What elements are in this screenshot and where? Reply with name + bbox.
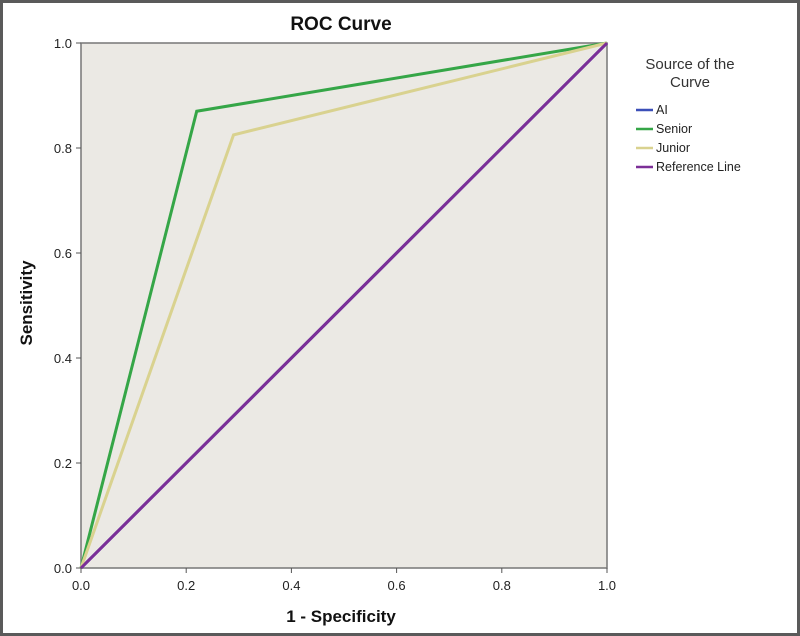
y-tick-label: 0.0 xyxy=(54,561,72,576)
y-tick-label: 0.8 xyxy=(54,141,72,156)
series-line-senior xyxy=(79,41,608,569)
y-tick-label: 0.6 xyxy=(54,246,72,261)
x-tick-label: 0.6 xyxy=(388,578,406,593)
legend-title-line-2: Curve xyxy=(670,74,710,91)
chart-title: ROC Curve xyxy=(290,14,391,35)
legend-label: Junior xyxy=(656,141,690,155)
series-layer xyxy=(79,41,609,570)
x-tick-label: 0.0 xyxy=(72,578,90,593)
x-tick-label: 0.4 xyxy=(282,578,300,593)
y-tick-label: 0.2 xyxy=(54,456,72,471)
x-tick-label: 0.8 xyxy=(493,578,511,593)
legend-title-line-1: Source of the xyxy=(645,56,734,73)
y-tick-label: 1.0 xyxy=(54,36,72,51)
x-axis-label: 1 - Specificity xyxy=(286,607,396,626)
x-tick-label: 1.0 xyxy=(598,578,616,593)
x-tick-label: 0.2 xyxy=(177,578,195,593)
y-tick-label: 0.4 xyxy=(54,351,72,366)
series-line-junior xyxy=(79,41,608,569)
y-axis-label: Sensitivity xyxy=(17,260,36,346)
legend-label: Reference Line xyxy=(656,160,741,174)
legend-label: Senior xyxy=(656,122,692,136)
series-line-reference-line xyxy=(79,41,609,570)
legend-items: AI Senior Junior Reference Line xyxy=(636,103,741,174)
legend: Source of the Curve AI Senior Junior Refere… xyxy=(636,56,741,174)
roc-chart: ROC Curve 0.0 0.2 0.4 0.6 0.8 1.0 0.00.20.40.… xyxy=(17,14,741,626)
x-axis-ticks: 0.0 0.2 0.4 0.6 0.8 1.0 xyxy=(72,568,616,593)
y-axis-ticks: 0.0 0.2 0.4 0.6 0.8 1.0 xyxy=(54,36,81,576)
legend-label: AI xyxy=(656,103,668,117)
